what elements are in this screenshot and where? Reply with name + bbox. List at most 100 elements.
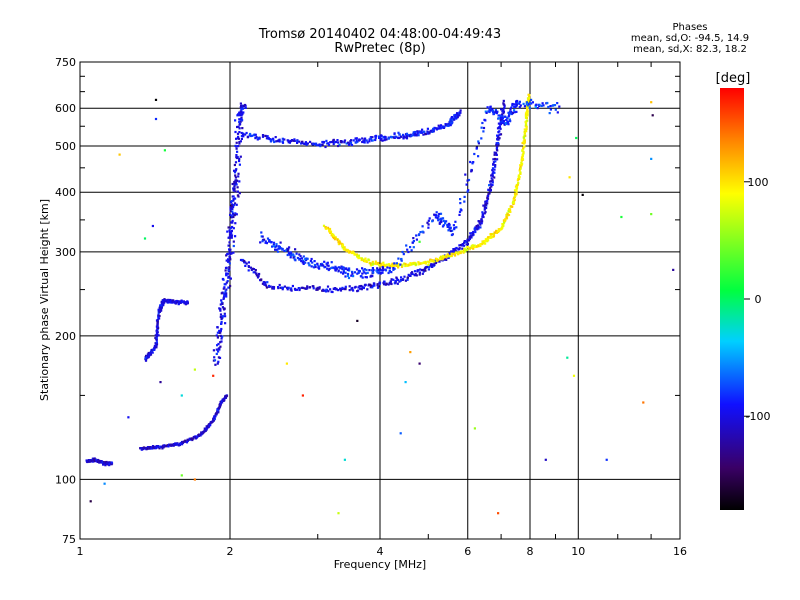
- data-point: [541, 102, 544, 105]
- y-tick-label: 75: [62, 533, 76, 546]
- data-point: [286, 249, 289, 252]
- data-point: [374, 135, 377, 138]
- data-point: [140, 448, 143, 451]
- data-point: [303, 142, 306, 145]
- data-point: [369, 286, 372, 289]
- data-point: [372, 271, 375, 274]
- data-point: [356, 255, 359, 258]
- data-point: [229, 221, 232, 224]
- data-point: [502, 224, 505, 227]
- data-point: [493, 111, 496, 114]
- data-point: [352, 252, 355, 255]
- data-point: [351, 270, 354, 273]
- colorbar-tick-label: -100: [746, 410, 771, 423]
- data-point: [365, 260, 368, 263]
- data-point: [493, 153, 496, 156]
- data-point: [520, 164, 523, 167]
- data-point: [216, 344, 219, 347]
- data-point: [378, 268, 382, 271]
- data-point: [457, 252, 461, 255]
- data-point: [242, 135, 245, 138]
- data-point: [242, 133, 245, 136]
- data-point: [217, 356, 220, 359]
- data-point: [388, 269, 391, 272]
- data-point: [455, 116, 458, 119]
- data-point: [450, 250, 453, 253]
- data-point: [473, 152, 476, 156]
- data-point: [515, 103, 518, 106]
- data-point: [293, 138, 296, 141]
- data-point: [234, 119, 237, 122]
- data-point: [260, 231, 263, 234]
- data-point: [505, 216, 508, 219]
- data-point: [298, 140, 301, 143]
- data-point: [508, 120, 512, 123]
- data-point: [235, 147, 238, 150]
- data-point: [491, 179, 494, 182]
- data-point: [310, 257, 313, 261]
- data-point: [449, 226, 452, 229]
- data-point: [152, 348, 155, 351]
- data-point: [196, 435, 199, 438]
- data-point: [483, 207, 486, 210]
- data-point: [165, 444, 168, 448]
- data-point: [356, 272, 359, 275]
- data-point: [225, 294, 228, 297]
- data-point: [348, 289, 351, 292]
- data-point: [287, 139, 290, 142]
- data-point: [393, 267, 396, 270]
- data-point: [651, 114, 654, 117]
- data-point: [271, 245, 274, 248]
- data-point: [329, 141, 332, 144]
- data-point: [462, 251, 465, 254]
- data-point: [327, 143, 331, 146]
- data-point: [459, 251, 462, 255]
- data-point: [448, 120, 452, 123]
- data-point: [314, 265, 317, 269]
- data-point: [147, 355, 150, 358]
- data-point: [390, 282, 393, 286]
- data-point: [159, 445, 162, 448]
- data-point: [238, 157, 241, 160]
- data-point: [372, 284, 375, 287]
- data-point: [291, 284, 294, 288]
- data-point: [471, 162, 474, 165]
- data-point: [390, 136, 393, 139]
- data-point: [372, 262, 375, 265]
- data-point: [225, 295, 228, 298]
- data-point: [521, 155, 524, 158]
- data-point: [327, 290, 330, 293]
- data-point: [222, 278, 225, 281]
- data-point: [463, 247, 466, 250]
- data-point: [420, 130, 423, 133]
- data-point: [219, 345, 222, 348]
- data-point: [435, 258, 438, 261]
- data-point: [535, 103, 538, 106]
- data-point: [439, 257, 442, 260]
- data-point: [223, 312, 226, 315]
- data-point: [435, 127, 438, 130]
- data-point: [380, 134, 383, 137]
- data-point: [471, 244, 474, 247]
- data-point: [523, 105, 526, 108]
- data-point: [518, 169, 521, 172]
- data-point: [234, 161, 238, 164]
- data-point: [315, 143, 318, 146]
- data-point: [180, 394, 183, 397]
- data-point: [336, 139, 339, 142]
- data-point: [283, 285, 286, 288]
- data-point: [224, 290, 227, 293]
- data-point: [239, 140, 242, 143]
- data-point: [269, 138, 272, 141]
- data-point: [361, 276, 364, 279]
- data-point: [339, 140, 343, 143]
- data-point: [166, 444, 169, 447]
- data-point: [458, 247, 461, 251]
- data-point: [239, 117, 242, 121]
- data-point: [237, 175, 240, 178]
- data-point: [219, 313, 223, 316]
- data-point: [343, 139, 347, 142]
- data-point: [296, 139, 299, 142]
- data-point: [359, 275, 362, 278]
- data-point: [406, 276, 409, 280]
